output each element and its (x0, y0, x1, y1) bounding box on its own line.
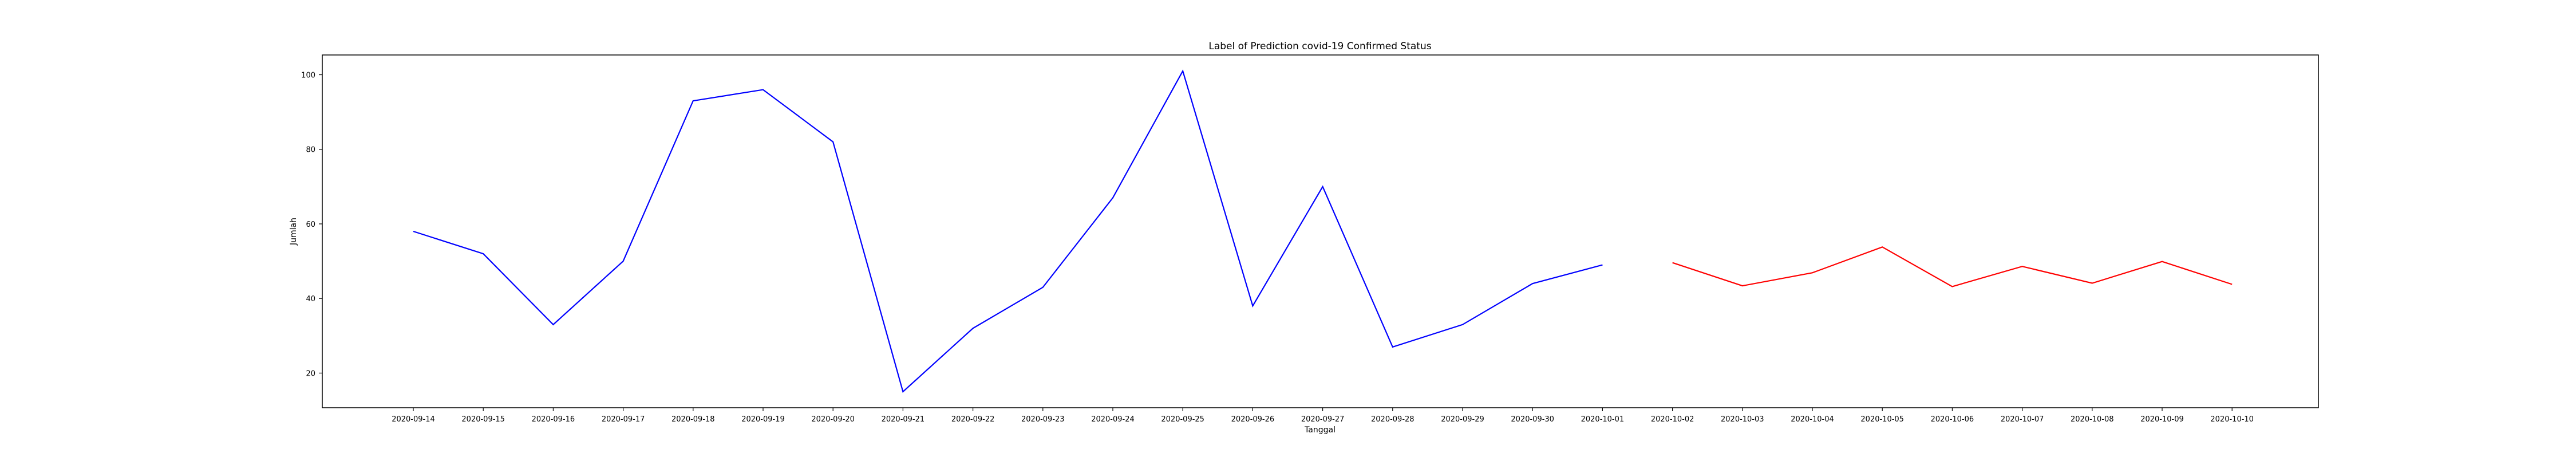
x-tick-label: 2020-09-27 (1301, 415, 1345, 424)
y-tick-label: 60 (306, 220, 315, 229)
x-tick-label: 2020-09-24 (1091, 415, 1135, 424)
x-tick-label: 2020-10-10 (2210, 415, 2254, 424)
x-tick-label: 2020-10-06 (1931, 415, 1974, 424)
x-tick-label: 2020-10-01 (1581, 415, 1625, 424)
x-tick-label: 2020-09-28 (1371, 415, 1415, 424)
x-tick-label: 2020-10-09 (2140, 415, 2184, 424)
x-tick-label: 2020-09-29 (1441, 415, 1484, 424)
y-tick-label: 20 (306, 369, 315, 378)
x-tick-label: 2020-09-15 (461, 415, 505, 424)
x-tick-label: 2020-09-25 (1161, 415, 1204, 424)
y-axis-label: Jumlah (289, 218, 298, 246)
x-tick-label: 2020-09-30 (1511, 415, 1554, 424)
x-axis-label: Tanggal (1304, 425, 1336, 435)
x-tick-label: 2020-10-08 (2071, 415, 2114, 424)
y-tick-label: 80 (306, 146, 315, 155)
x-tick-label: 2020-09-21 (882, 415, 925, 424)
x-tick-label: 2020-09-16 (532, 415, 575, 424)
x-tick-label: 2020-09-23 (1021, 415, 1065, 424)
x-tick-label: 2020-09-22 (951, 415, 995, 424)
x-tick-label: 2020-10-04 (1791, 415, 1834, 424)
x-tick-label: 2020-09-20 (811, 415, 855, 424)
x-tick-label: 2020-09-14 (392, 415, 435, 424)
x-tick-label: 2020-09-19 (741, 415, 785, 424)
chart-title: Label of Prediction covid-19 Confirmed S… (1208, 41, 1431, 52)
x-tick-label: 2020-10-02 (1651, 415, 1694, 424)
y-tick-label: 40 (306, 295, 315, 304)
x-tick-label: 2020-10-07 (2001, 415, 2044, 424)
x-tick-label: 2020-10-03 (1721, 415, 1764, 424)
x-tick-label: 2020-10-05 (1860, 415, 1904, 424)
x-tick-label: 2020-09-18 (671, 415, 715, 424)
y-tick-label: 100 (301, 72, 315, 80)
x-tick-label: 2020-09-26 (1231, 415, 1275, 424)
x-tick-label: 2020-09-17 (602, 415, 645, 424)
